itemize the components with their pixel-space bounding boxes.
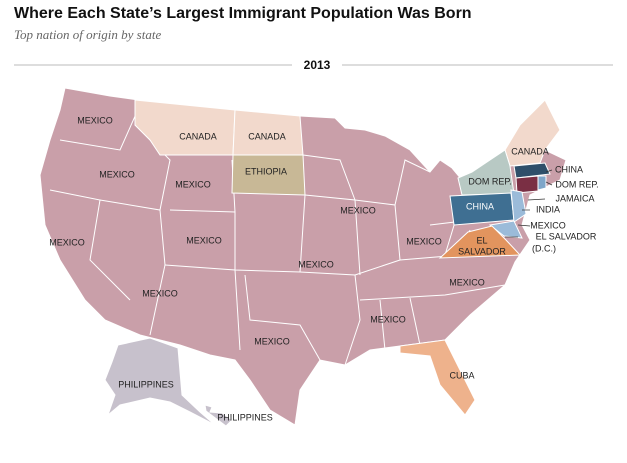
state-label: CANADA [511,146,549,156]
state-label: CANADA [179,131,217,141]
new-york [457,149,515,196]
state-label: MEXICO [449,277,485,287]
new-jersey [510,189,527,223]
labels: MEXICO CANADA CANADA CANADA MEXICO MEXIC… [49,115,598,422]
state-label: MEXICO [186,235,222,245]
massachusetts [513,162,551,179]
state-label: PHILIPPINES [118,379,174,389]
state-label: JAMAICA [555,193,594,203]
state-label: CHINA [466,201,494,211]
maryland [488,220,523,239]
state-label: MEXICO [530,220,566,230]
state-label: MEXICO [175,179,211,189]
connecticut [515,175,539,194]
state-label: MEXICO [406,236,442,246]
state-label: CUBA [449,370,474,380]
state-borders [49,104,506,366]
state-label: CHINA [555,164,583,174]
state-label: ETHIOPIA [245,166,287,176]
state-label: MEXICO [77,115,113,125]
state-label: MEXICO [49,237,85,247]
state-label: SALVADOR [458,246,506,256]
south-dakota [231,154,306,196]
map [39,87,567,427]
state-label: PHILIPPINES [217,412,273,422]
year-label: 2013 [304,58,331,72]
state-label: MEXICO [99,169,135,179]
subtitle: Top nation of origin by state [14,27,161,42]
rhode-island [537,175,547,191]
state-label: MEXICO [370,314,406,324]
virginia [438,225,522,259]
alaska [104,337,216,426]
state-label: INDIA [536,204,560,214]
state-label: EL SALVADOR [536,231,597,241]
state-label: CANADA [248,131,286,141]
state-label: MEXICO [340,205,376,215]
state-label: DOM REP. [555,179,598,189]
state-label: EL [476,235,487,245]
title: Where Each State’s Largest Immigrant Pop… [14,5,472,22]
leader-lines [505,169,553,238]
state-label: MEXICO [142,288,178,298]
state-label: (D.C.) [532,243,556,253]
state-label: MEXICO [298,259,334,269]
state-label: DOM REP. [468,176,511,186]
hawaii [204,404,233,427]
florida [399,339,476,416]
state-label: MEXICO [254,336,290,346]
